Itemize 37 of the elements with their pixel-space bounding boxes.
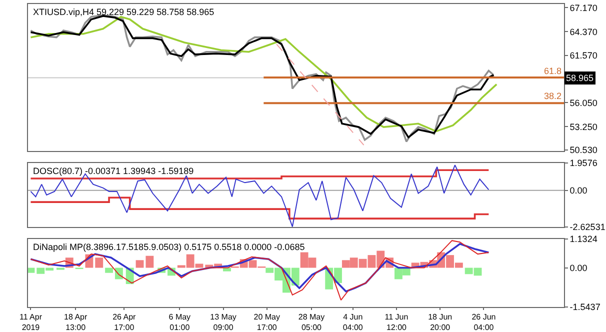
x-tick-label: 26 Jun 04:00 [472, 312, 496, 332]
x-tick-label: 11 Apr 2019 [19, 312, 42, 332]
x-tick-label: 20 May 17:00 [254, 312, 280, 332]
series-label: 38.2 [544, 91, 562, 101]
y-tick-label: 0.00 [570, 185, 588, 196]
x-tick-label: 26 Apr 17:00 [112, 312, 136, 332]
y-tick-label: 64.370 [570, 26, 598, 37]
series-label: 61.8 [544, 66, 562, 76]
bar [146, 256, 154, 268]
bar [105, 268, 113, 273]
line-series [30, 164, 490, 227]
x-tick-label: 4 Jun 04:00 [342, 312, 364, 332]
x-tick-label: 13 May 09:00 [210, 312, 236, 332]
bar [136, 260, 144, 268]
line-series [30, 242, 490, 292]
x-tick-label: 18 Apr 13:00 [64, 312, 88, 332]
bar [95, 258, 104, 268]
chart-title: DOSC(80.7) -0.00371 1.39943 -1.59189 [33, 166, 194, 176]
y-tick-label: -2.62531 [570, 222, 606, 232]
x-tick-label: 18 Jun 20:00 [428, 312, 452, 332]
y-tick-label: 0.00 [570, 262, 588, 273]
chart-title: XTIUSD.vip,H4 59.229 59.229 58.758 58.965 [33, 7, 214, 17]
y-tick-label: 56.050 [570, 98, 598, 108]
ref-line-label: 58.965 [566, 73, 594, 83]
y-tick-label: 50.530 [570, 145, 598, 156]
y-tick-label: 1.9576 [570, 158, 598, 168]
line-series [30, 240, 490, 301]
chart-title: DiNapoli MP(8.3896.17.5185.9.0503) 0.5175 0.5518 0.0000 -0.0685 [33, 242, 305, 252]
x-tick-label: 6 May 01:00 [168, 312, 191, 332]
y-tick-label: 53.250 [570, 122, 598, 132]
x-tick-label: 11 Jun 12:00 [384, 312, 408, 332]
x-tick-label: 28 May 05:00 [298, 312, 325, 332]
y-tick-label: 1.1324 [570, 234, 598, 244]
bar [28, 268, 35, 273]
y-tick-label: 67.170 [570, 2, 598, 13]
y-tick-label: -1.5437 [570, 302, 600, 312]
y-tick-label: 61.570 [570, 50, 598, 61]
